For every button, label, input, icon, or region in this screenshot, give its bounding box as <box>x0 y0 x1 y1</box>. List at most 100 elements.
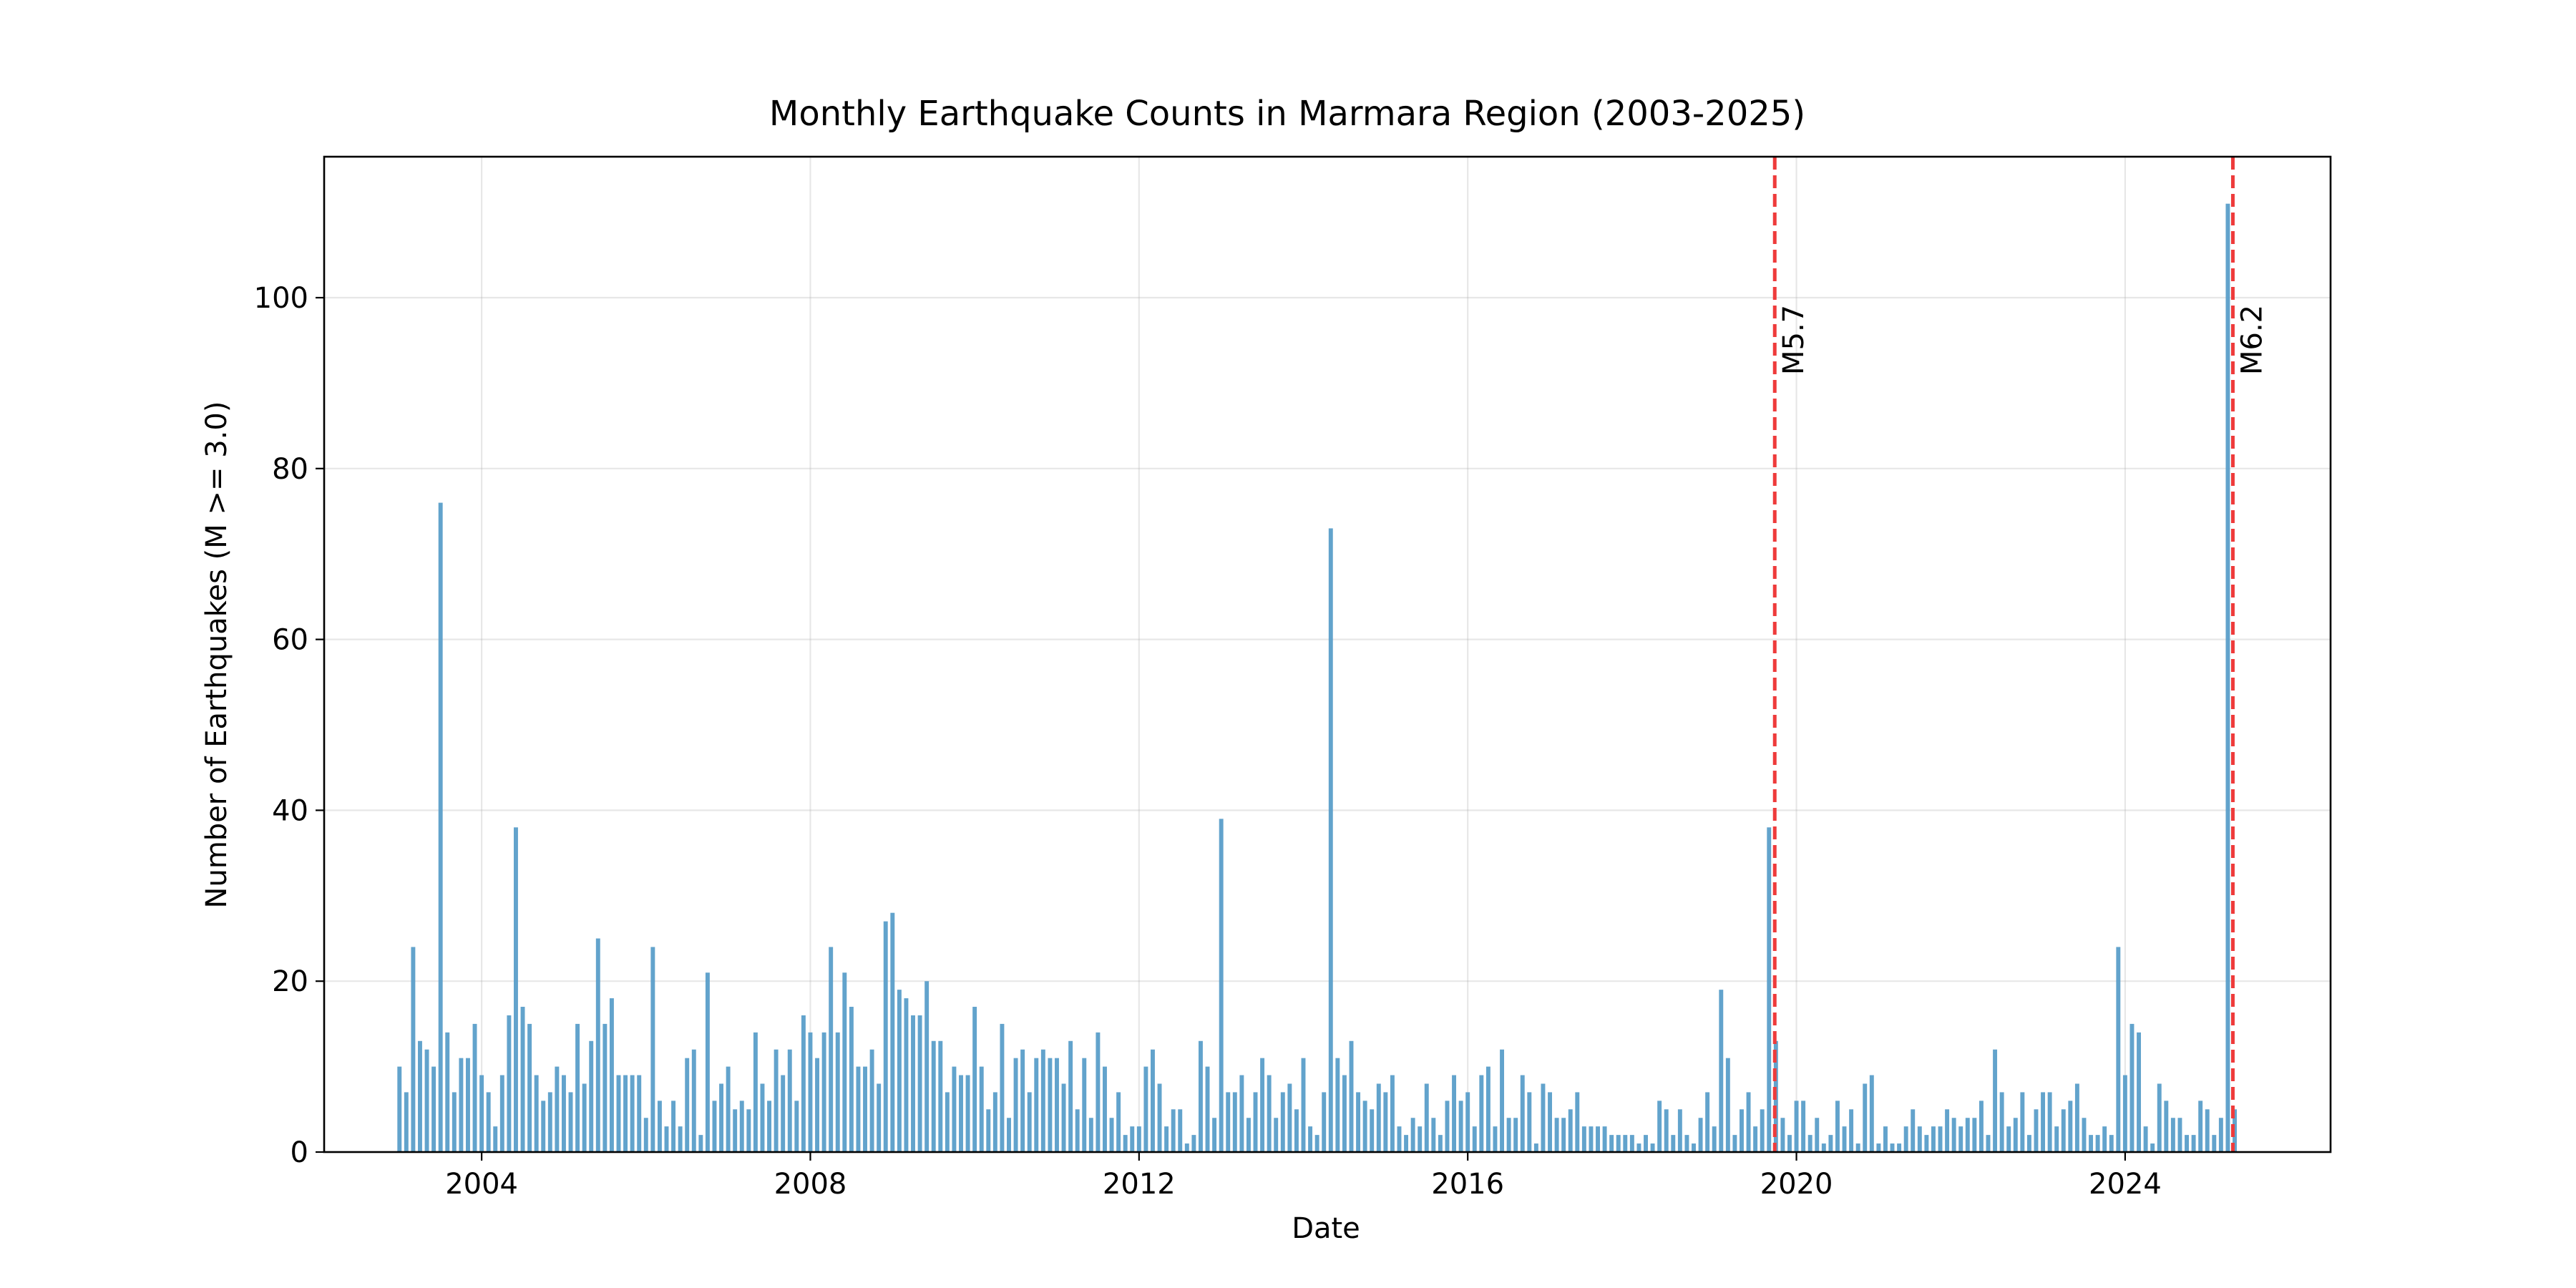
bar <box>883 921 888 1152</box>
bar <box>726 1066 731 1152</box>
bar <box>1780 1118 1785 1152</box>
bar <box>1513 1118 1518 1152</box>
bar <box>1568 1109 1573 1152</box>
bar <box>2122 1075 2127 1152</box>
bar <box>1034 1058 1039 1152</box>
bar <box>2047 1092 2052 1152</box>
bar <box>657 1101 662 1152</box>
bar <box>1178 1109 1183 1152</box>
bar <box>1472 1126 1477 1152</box>
bar <box>671 1101 676 1152</box>
bar <box>1198 1040 1203 1152</box>
y-tick-label: 20 <box>272 965 308 998</box>
bar <box>1931 1126 1936 1152</box>
bar <box>1644 1135 1648 1152</box>
bar <box>1890 1143 1895 1152</box>
bar <box>1602 1126 1607 1152</box>
bar <box>1335 1058 1340 1152</box>
bar <box>418 1040 422 1152</box>
bar <box>1938 1126 1943 1152</box>
bar <box>1725 1058 1730 1152</box>
bar <box>733 1109 738 1152</box>
bar <box>1581 1126 1586 1152</box>
bar <box>1705 1092 1710 1152</box>
bar <box>1349 1040 1354 1152</box>
bar <box>1629 1135 1634 1152</box>
bar <box>965 1075 970 1152</box>
bar <box>691 1049 696 1152</box>
y-tick-label: 60 <box>272 624 308 657</box>
bar <box>1719 990 1724 1152</box>
bar <box>1506 1118 1511 1152</box>
bar <box>1082 1058 1087 1152</box>
bar <box>739 1101 744 1152</box>
bar <box>959 1075 963 1152</box>
bar <box>1855 1143 1860 1152</box>
bar <box>609 998 614 1152</box>
bar <box>534 1075 539 1152</box>
bar <box>452 1092 457 1152</box>
x-tick-label: 2012 <box>1103 1168 1176 1201</box>
bar <box>1924 1135 1929 1152</box>
bar <box>479 1075 484 1152</box>
bar <box>2102 1126 2107 1152</box>
bar <box>466 1058 470 1152</box>
bar <box>1760 1109 1765 1152</box>
bar <box>1479 1075 1484 1152</box>
bar <box>2041 1092 2046 1152</box>
bar <box>2177 1118 2182 1152</box>
x-axis-title: Date <box>1292 1212 1360 1245</box>
bar <box>2137 1032 2141 1152</box>
bar <box>1040 1049 1045 1152</box>
bar <box>1650 1143 1655 1152</box>
bar <box>1404 1135 1409 1152</box>
bar <box>2054 1126 2059 1152</box>
bar <box>842 972 847 1152</box>
y-axis-title: Number of Earthquakes (M >= 3.0) <box>200 401 233 909</box>
bar <box>904 998 909 1152</box>
bar <box>623 1075 628 1152</box>
bar <box>1807 1135 1813 1152</box>
bar <box>397 1066 402 1152</box>
bar <box>664 1126 669 1152</box>
bar <box>1986 1135 1991 1152</box>
bar <box>760 1083 765 1152</box>
bar <box>1164 1126 1169 1152</box>
bar <box>1945 1109 1950 1152</box>
bar <box>1999 1092 2004 1152</box>
bar <box>2129 1023 2135 1152</box>
bar <box>719 1083 724 1152</box>
bar <box>568 1092 573 1152</box>
bar <box>499 1075 504 1152</box>
bar <box>1226 1092 1231 1152</box>
bar <box>637 1075 642 1152</box>
bar <box>1527 1092 1532 1152</box>
bar <box>1438 1135 1443 1152</box>
bar <box>1575 1092 1580 1152</box>
annotation-layer: M5.7 M6.2 <box>1772 157 2268 1152</box>
bar <box>1692 1143 1696 1152</box>
bar <box>1020 1049 1025 1152</box>
bar <box>513 827 518 1152</box>
bar <box>1280 1092 1285 1152</box>
bar <box>424 1049 429 1152</box>
bar <box>1740 1109 1744 1152</box>
bar <box>1951 1118 1956 1152</box>
bar <box>493 1126 498 1152</box>
bar <box>1027 1092 1032 1152</box>
bar <box>1294 1109 1299 1152</box>
y-tick-label: 80 <box>272 453 308 486</box>
bar <box>1151 1049 1155 1152</box>
bar <box>1767 827 1772 1152</box>
bar <box>1458 1101 1463 1152</box>
bar <box>2205 1109 2210 1152</box>
bar <box>1452 1075 1457 1152</box>
bar <box>1246 1118 1251 1152</box>
bar <box>1616 1135 1621 1152</box>
bar <box>1130 1126 1135 1152</box>
bar <box>555 1066 560 1152</box>
x-tick-label: 2004 <box>445 1168 518 1201</box>
bar <box>411 947 416 1152</box>
bar <box>431 1066 436 1152</box>
bar <box>1589 1126 1594 1152</box>
